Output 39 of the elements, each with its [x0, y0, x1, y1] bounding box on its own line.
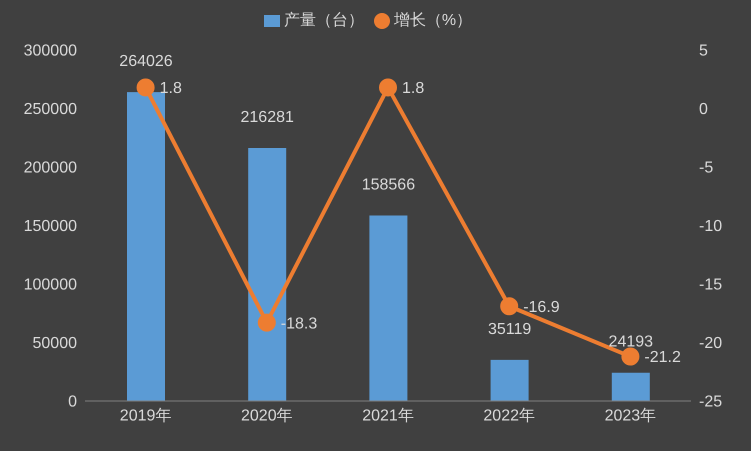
y2-tick-label: -25 — [699, 394, 722, 411]
data-label: 35119 — [488, 320, 532, 338]
y-tick-label: 300000 — [24, 42, 78, 60]
data-label: 158566 — [362, 176, 416, 194]
data-label: -16.9 — [523, 298, 560, 316]
x-tick-label: 2021年 — [362, 407, 414, 424]
bar — [127, 92, 165, 401]
point — [379, 78, 397, 96]
y-tick-label: 200000 — [24, 160, 78, 177]
y2-tick-label: 5 — [699, 42, 708, 60]
data-label: 1.8 — [160, 80, 182, 98]
x-tick-label: 2022年 — [483, 407, 535, 424]
y2-tick-label: -5 — [699, 160, 714, 177]
data-label: 264026 — [119, 53, 173, 70]
x-tick-label: 2023年 — [604, 407, 656, 424]
y2-tick-label: -10 — [699, 218, 722, 236]
y-tick-label: 0 — [68, 394, 78, 411]
y-tick-label: 50000 — [32, 335, 78, 352]
y-tick-label: 150000 — [24, 218, 78, 236]
bar — [490, 360, 529, 401]
point — [258, 314, 276, 332]
bar — [612, 372, 650, 401]
bar — [369, 215, 408, 401]
y2-tick-label: -15 — [699, 276, 722, 294]
data-label: 24193 — [608, 334, 654, 351]
x-tick-label: 2020年 — [241, 407, 293, 424]
data-label: -21.2 — [644, 349, 681, 366]
data-label: 1.8 — [402, 80, 424, 98]
y-tick-label: 100000 — [24, 276, 78, 294]
point — [500, 297, 518, 316]
data-label: 216281 — [240, 108, 294, 126]
x-tick-label: 2019年 — [120, 407, 172, 424]
y-tick-label: 250000 — [24, 101, 78, 118]
legend-label: 产量（台） — [284, 12, 364, 29]
point — [621, 348, 640, 366]
point — [136, 78, 155, 96]
y2-tick-label: -20 — [699, 335, 722, 352]
legend-label: 增长（%） — [394, 12, 472, 29]
y2-tick-label: 0 — [699, 101, 708, 118]
